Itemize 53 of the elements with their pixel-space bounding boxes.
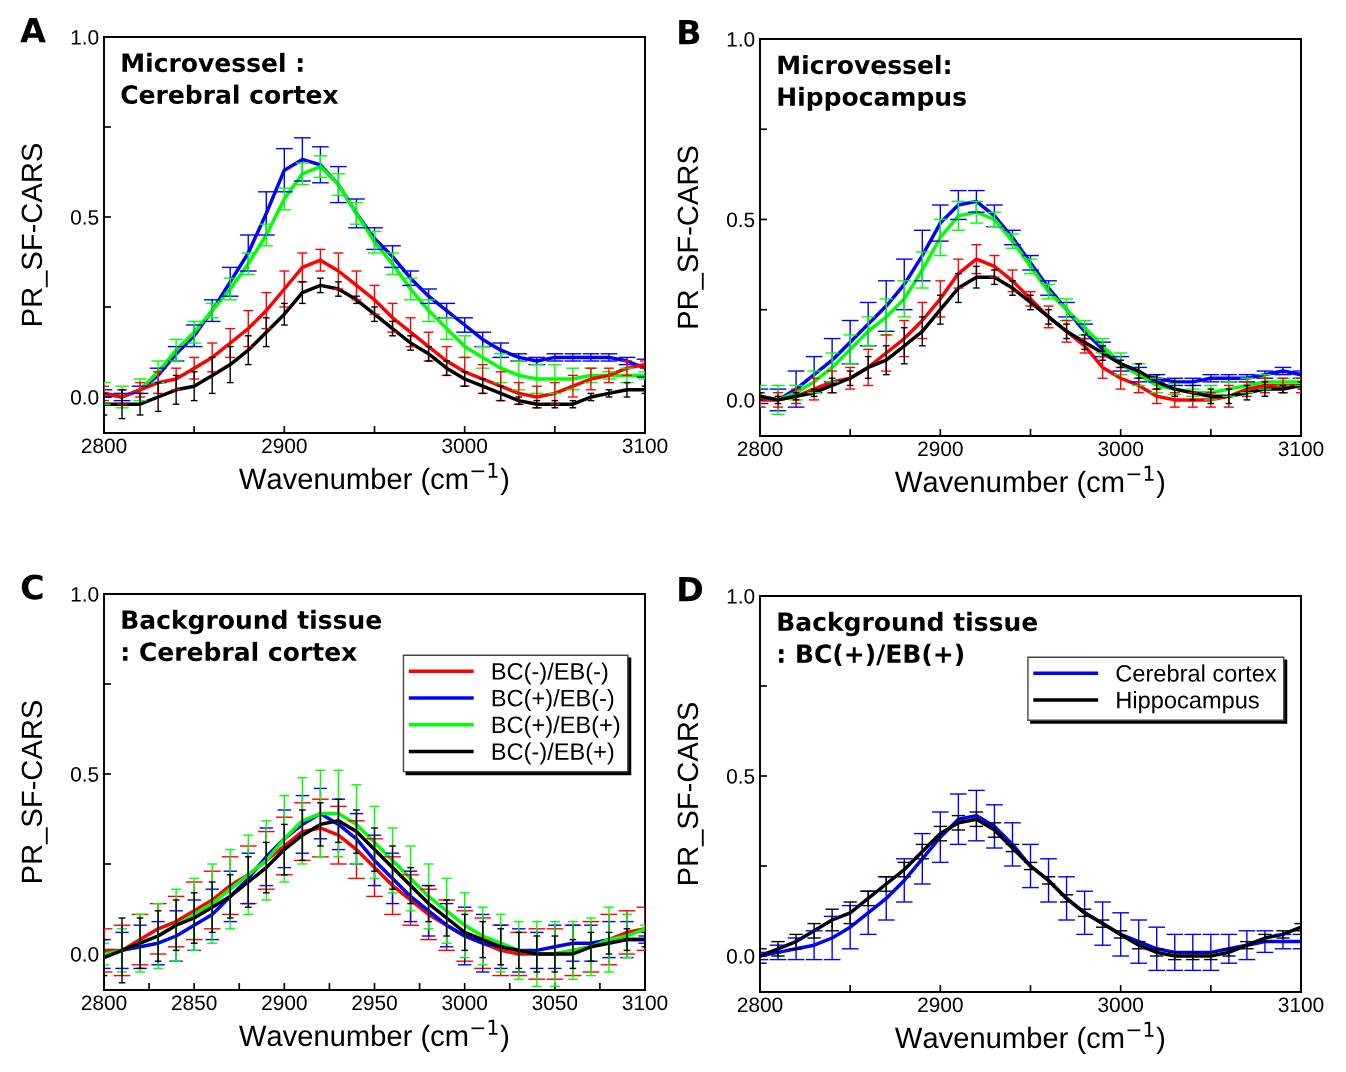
legend-label: Cerebral cortex <box>1116 664 1277 682</box>
x-tick-label: 3000 <box>442 995 488 1011</box>
text: Microvessel: Hippocampus <box>778 54 966 111</box>
x-tick-label: 3100 <box>622 438 668 454</box>
x-tick-label: 3100 <box>1278 441 1324 457</box>
y-tick-label: 0.0 <box>70 947 99 962</box>
y-tick-label: 0.0 <box>726 392 755 408</box>
y-tick-label: 0.0 <box>726 949 755 964</box>
y-tick-label: 1.0 <box>727 32 755 47</box>
x-tick-label: 2900 <box>262 438 307 454</box>
y-tick-label: 0.0 <box>70 390 99 405</box>
x-tick-label: 2800 <box>737 441 783 457</box>
x-tick-label: 2950 <box>352 995 397 1011</box>
x-axis-title: Wavenumber (cm$^{−1}$) <box>239 1019 509 1052</box>
x-tick-label: 2800 <box>737 997 783 1013</box>
x-tick-label: 2900 <box>262 995 307 1011</box>
x-tick-label: 2850 <box>172 995 217 1011</box>
x-tick-label: 2900 <box>918 997 963 1013</box>
legend-label: BC(-)/EB(-) <box>492 662 608 685</box>
y-axis-title: PR_SF-CARS <box>677 702 704 884</box>
x-tick-label: 3100 <box>622 995 668 1011</box>
text: D <box>679 576 703 602</box>
legend-label: Hippocampus <box>1117 691 1259 714</box>
x-tick-label: 3100 <box>1278 997 1324 1013</box>
y-axis-title: PR_SF-CARS <box>21 700 48 882</box>
y-tick-label: 0.5 <box>726 212 755 228</box>
text: Background tissue : Cerebral cortex <box>122 609 382 662</box>
x-tick-label: 3050 <box>532 995 578 1011</box>
y-tick-label: 1.0 <box>71 587 99 602</box>
y-tick-label: 1.0 <box>727 589 755 604</box>
legend-label: BC(+)/EB(-) <box>492 689 614 712</box>
y-tick-label: 1.0 <box>71 30 99 45</box>
x-axis-title: Wavenumber (cm$^{−1}$) <box>895 1021 1165 1054</box>
y-tick-label: 0.5 <box>70 210 99 225</box>
text: Microvessel : Cerebral cortex <box>121 52 339 104</box>
x-tick-label: 2800 <box>81 438 127 454</box>
y-tick-label: 0.5 <box>726 769 755 784</box>
legend-label: BC(+)/EB(+) <box>492 715 620 738</box>
y-axis-title: PR_SF-CARS <box>21 143 48 325</box>
text: Background tissue : BC(+)/EB(+) <box>778 611 1038 667</box>
x-tick-label: 3000 <box>1098 997 1144 1013</box>
y-tick-label: 0.5 <box>70 767 99 782</box>
x-axis-title: Wavenumber (cm$^{−1}$) <box>239 462 509 495</box>
y-axis-title: PR_SF-CARS <box>677 146 704 328</box>
x-tick-label: 3000 <box>1098 441 1144 457</box>
x-tick-label: 2900 <box>918 441 963 457</box>
x-tick-label: 2800 <box>81 995 127 1011</box>
text: A <box>20 17 46 43</box>
text: B <box>679 19 700 45</box>
legend-label: BC(-)/EB(+) <box>492 742 614 765</box>
x-tick-label: 3000 <box>442 438 488 454</box>
x-axis-title: Wavenumber (cm$^{−1}$) <box>895 465 1165 498</box>
text: C <box>21 574 43 600</box>
